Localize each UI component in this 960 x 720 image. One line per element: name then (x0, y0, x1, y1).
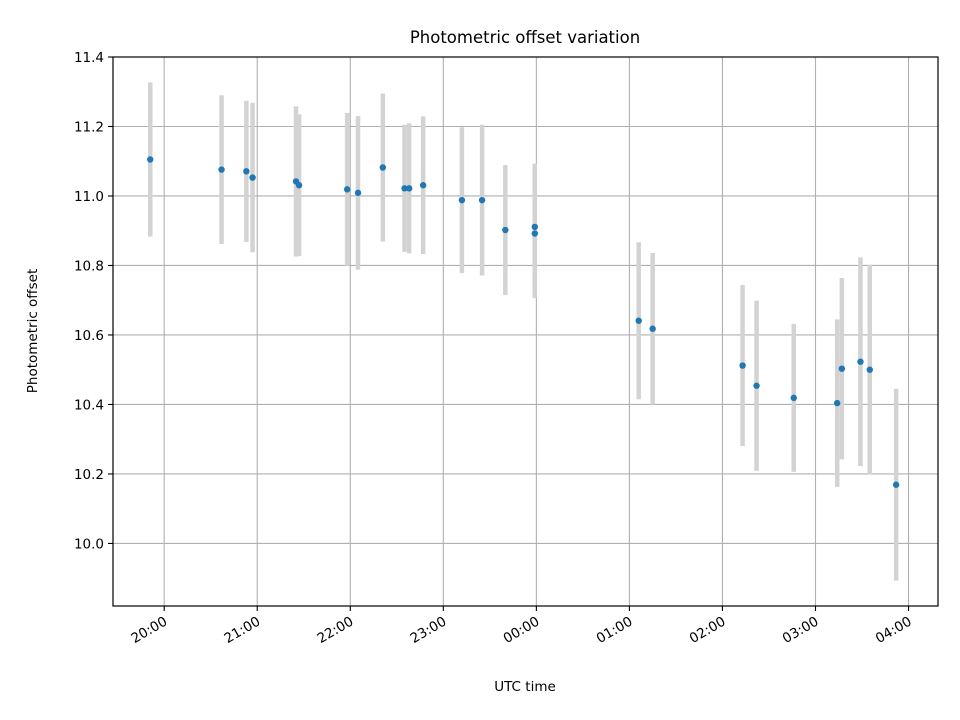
x-axis-label: UTC time (494, 679, 556, 695)
data-point (401, 185, 408, 192)
y-axis-label: Photometric offset (25, 269, 41, 393)
data-point (249, 174, 256, 181)
data-point (790, 394, 797, 402)
data-point (834, 399, 841, 407)
data-point (892, 481, 900, 488)
data-point (857, 358, 864, 365)
data-points (147, 156, 900, 488)
grid (113, 56, 938, 606)
data-point (458, 196, 466, 204)
data-point (295, 182, 303, 189)
y-tick-label: 11.0 (74, 189, 104, 205)
data-point (343, 186, 351, 193)
y-tick-label: 10.6 (74, 328, 104, 344)
data-point (354, 189, 362, 197)
data-point (838, 365, 846, 372)
data-point (531, 230, 539, 237)
data-point (502, 226, 509, 234)
y-tick-label: 11.4 (74, 50, 104, 66)
y-tick-label: 10.8 (74, 258, 104, 274)
data-point (405, 185, 413, 192)
chart-title: Photometric offset variation (410, 28, 640, 47)
plot-frame (112, 56, 939, 607)
y-tick-label: 11.2 (74, 119, 104, 135)
data-point (753, 382, 760, 389)
data-point (635, 317, 642, 324)
data-point (531, 223, 539, 231)
data-point (739, 362, 746, 369)
y-tick-label: 10.4 (74, 397, 104, 413)
data-point (478, 196, 486, 204)
data-point (866, 366, 873, 373)
data-point (379, 164, 387, 171)
data-point (419, 182, 427, 189)
data-point (649, 325, 656, 332)
y-axis: 10.0 10.2 10.4 10.6 10.8 11.0 11.2 11.4 (74, 50, 113, 552)
y-tick-label: 10.2 (74, 467, 104, 483)
data-point (147, 156, 154, 163)
data-point (243, 168, 250, 175)
data-point (218, 166, 225, 173)
y-tick-label: 10.0 (74, 536, 104, 552)
